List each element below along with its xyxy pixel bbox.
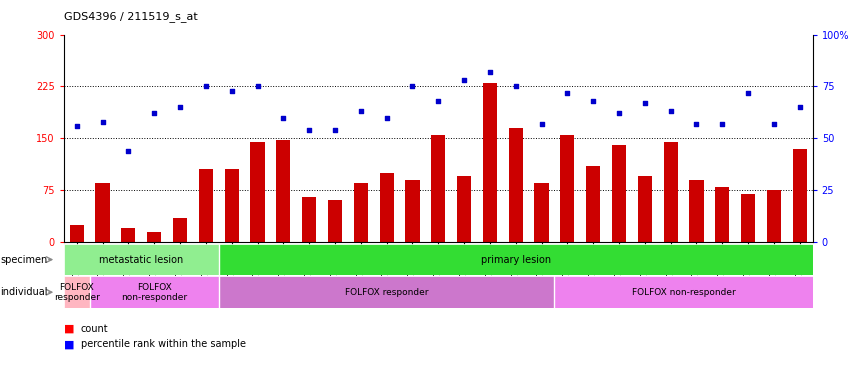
Point: [509, 83, 523, 89]
Bar: [689, 180, 704, 242]
Point: [586, 98, 600, 104]
Bar: [302, 197, 317, 242]
Bar: [405, 180, 420, 242]
Point: [122, 147, 135, 154]
Bar: [64, 244, 219, 275]
Text: percentile rank within the sample: percentile rank within the sample: [81, 339, 246, 349]
Point: [406, 83, 420, 89]
Bar: [95, 183, 110, 242]
Bar: [354, 183, 368, 242]
Text: FOLFOX
responder: FOLFOX responder: [54, 283, 100, 302]
Point: [174, 104, 187, 110]
Point: [70, 123, 83, 129]
Text: FOLFOX non-responder: FOLFOX non-responder: [631, 288, 735, 297]
Bar: [431, 135, 445, 242]
Bar: [637, 176, 652, 242]
Bar: [612, 145, 626, 242]
Point: [431, 98, 445, 104]
Text: primary lesion: primary lesion: [481, 255, 551, 265]
Bar: [328, 200, 342, 242]
Point: [664, 108, 677, 114]
Point: [96, 119, 110, 125]
Point: [328, 127, 342, 133]
Bar: [534, 183, 549, 242]
Text: FOLFOX responder: FOLFOX responder: [345, 288, 428, 297]
Point: [534, 121, 548, 127]
Bar: [147, 232, 162, 242]
Bar: [219, 244, 813, 275]
Point: [793, 104, 807, 110]
Point: [483, 69, 497, 75]
Point: [354, 108, 368, 114]
Point: [767, 121, 780, 127]
Bar: [250, 142, 265, 242]
Bar: [715, 187, 729, 242]
Point: [380, 114, 393, 121]
Text: metastatic lesion: metastatic lesion: [100, 255, 184, 265]
Point: [277, 114, 290, 121]
Text: FOLFOX
non-responder: FOLFOX non-responder: [121, 283, 187, 302]
Bar: [70, 225, 84, 242]
Text: individual: individual: [0, 287, 48, 297]
Point: [741, 89, 755, 96]
Point: [225, 88, 238, 94]
Point: [251, 83, 265, 89]
Text: GDS4396 / 211519_s_at: GDS4396 / 211519_s_at: [64, 12, 197, 22]
Bar: [555, 276, 813, 308]
Text: count: count: [81, 324, 108, 334]
Bar: [277, 140, 290, 242]
Point: [457, 77, 471, 83]
Bar: [767, 190, 781, 242]
Bar: [122, 228, 135, 242]
Bar: [225, 169, 239, 242]
Bar: [509, 128, 523, 242]
Bar: [380, 173, 394, 242]
Bar: [586, 166, 600, 242]
Text: specimen: specimen: [0, 255, 48, 265]
Point: [302, 127, 316, 133]
Bar: [483, 83, 497, 242]
Bar: [792, 149, 807, 242]
Point: [612, 110, 625, 116]
Bar: [64, 276, 89, 308]
Text: ■: ■: [64, 339, 74, 349]
Bar: [173, 218, 187, 242]
Text: ■: ■: [64, 324, 74, 334]
Point: [199, 83, 213, 89]
Point: [716, 121, 729, 127]
Point: [689, 121, 703, 127]
Bar: [199, 169, 213, 242]
Point: [561, 89, 574, 96]
Bar: [89, 276, 219, 308]
Bar: [741, 194, 755, 242]
Point: [147, 110, 161, 116]
Bar: [457, 176, 471, 242]
Point: [638, 100, 652, 106]
Bar: [560, 135, 574, 242]
Bar: [664, 142, 677, 242]
Bar: [219, 276, 555, 308]
